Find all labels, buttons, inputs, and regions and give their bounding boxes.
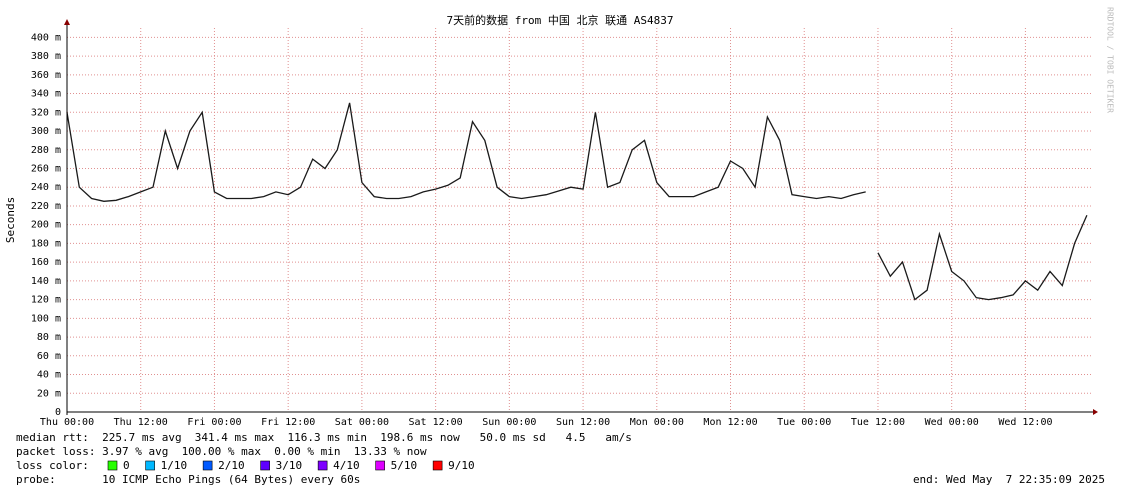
legend-swatch <box>432 460 443 471</box>
legend-label: 0 <box>123 459 130 472</box>
stats-line: median rtt: 225.7 ms avg 341.4 ms max 11… <box>16 431 632 444</box>
watermark: RRDTOOL / TOBI OETIKER <box>1106 7 1115 113</box>
y-tick-label: 280 m <box>31 145 61 156</box>
legend-swatch <box>260 460 270 471</box>
y-tick-label: 120 m <box>31 295 61 306</box>
legend-swatch <box>375 460 385 471</box>
x-tick-label: Sat 12:00 <box>409 417 463 428</box>
y-tick-label: 260 m <box>31 163 61 174</box>
legend-swatch <box>202 460 213 471</box>
x-tick-label: Tue 12:00 <box>851 417 905 428</box>
y-tick-label: 380 m <box>31 51 61 62</box>
y-tick-label: 240 m <box>31 182 61 193</box>
y-tick-label: 300 m <box>31 126 61 137</box>
x-tick-label: Thu 12:00 <box>114 417 168 428</box>
legend-swatch <box>107 460 118 471</box>
loss-legend: 0 1/10 2/10 3/10 4/10 5/10 9/10 <box>107 459 475 472</box>
probe: probe: 10 ICMP Echo Pings (64 Bytes) eve… <box>16 473 360 486</box>
y-tick-label: 20 m <box>37 388 61 399</box>
y-tick-label: 220 m <box>31 201 61 212</box>
y-tick-label: 60 m <box>37 351 61 362</box>
x-tick-label: Fri 00:00 <box>187 417 241 428</box>
x-tick-label: Mon 00:00 <box>630 417 684 428</box>
legend-label: 2/10 <box>218 459 245 472</box>
x-tick-label: Thu 00:00 <box>40 417 94 428</box>
median-line <box>66 102 1088 301</box>
x-tick-label: Sun 12:00 <box>556 417 610 428</box>
loss-legend-label: loss color: <box>16 459 89 472</box>
end-time: end: Wed May 7 22:35:09 2025 <box>913 473 1105 486</box>
y-tick-label: 160 m <box>31 257 61 268</box>
y-tick-label: 0 <box>55 407 61 418</box>
legend-label: 4/10 <box>333 459 360 472</box>
legend-label: 5/10 <box>391 459 418 472</box>
y-tick-label: 100 m <box>31 313 61 324</box>
y-tick-label: 400 m <box>31 32 61 43</box>
legend-label: 9/10 <box>448 459 475 472</box>
x-tick-label: Tue 00:00 <box>777 417 831 428</box>
x-tick-label: Fri 12:00 <box>261 417 315 428</box>
y-axis-label: Seconds <box>4 197 17 243</box>
y-tick-label: 320 m <box>31 107 61 118</box>
chart-title: 7天前的数据 from 中国 北京 联通 AS4837 <box>447 13 674 27</box>
x-tick-label: Wed 00:00 <box>925 417 979 428</box>
y-tick-label: 140 m <box>31 276 61 287</box>
legend-swatch <box>317 460 328 471</box>
y-tick-label: 40 m <box>37 370 61 381</box>
y-tick-label: 80 m <box>37 332 61 343</box>
stats-line: packet loss: 3.97 % avg 100.00 % max 0.0… <box>16 445 427 458</box>
y-tick-label: 340 m <box>31 89 61 100</box>
x-tick-label: Sat 00:00 <box>335 417 389 428</box>
legend-swatch <box>145 460 155 471</box>
y-tick-label: 360 m <box>31 70 61 81</box>
x-tick-label: Mon 12:00 <box>703 417 757 428</box>
x-tick-label: Wed 12:00 <box>998 417 1052 428</box>
y-tick-label: 180 m <box>31 238 61 249</box>
y-tick-label: 200 m <box>31 220 61 231</box>
legend-label: 3/10 <box>276 459 303 472</box>
x-tick-label: Sun 00:00 <box>482 417 536 428</box>
x-arrow <box>1093 409 1098 415</box>
plot <box>66 102 1088 301</box>
legend-label: 1/10 <box>161 459 188 472</box>
y-arrow <box>64 19 70 25</box>
